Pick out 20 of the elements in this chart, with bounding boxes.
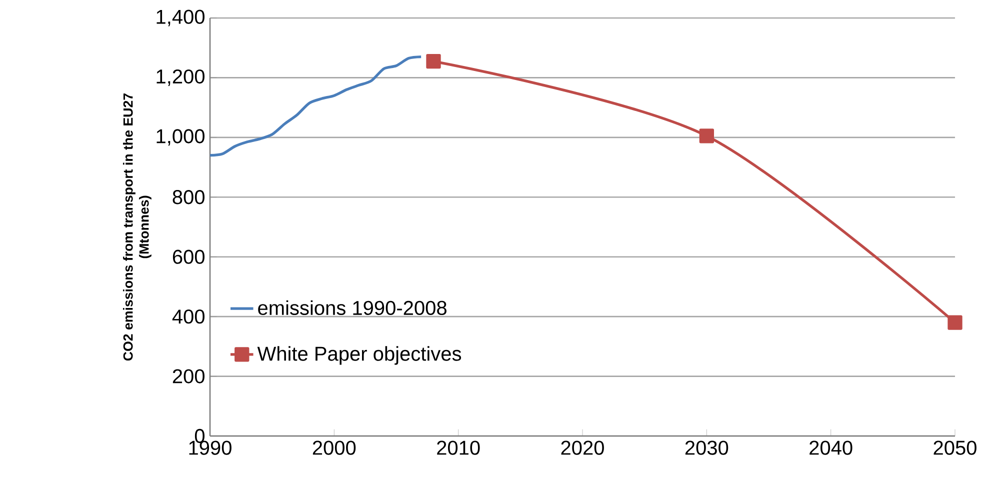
y-axis-title: CO2 emissions from transport in the EU27 (Mtonnes) xyxy=(122,93,152,361)
y-tick-label: 600 xyxy=(172,250,204,264)
y-tick-label: 1,000 xyxy=(156,129,204,146)
line-series xyxy=(210,55,422,157)
y-tick-label: 1,400 xyxy=(156,10,204,26)
y-tick-label: 1,200 xyxy=(156,69,204,86)
y-tick-label: 400 xyxy=(172,309,204,324)
point xyxy=(948,315,962,330)
x-tick-label: 2010 xyxy=(437,440,480,455)
x-tick-label: 2040 xyxy=(810,440,852,455)
y-tick-label: 200 xyxy=(172,369,204,384)
x-tick-label: 2030 xyxy=(685,440,728,455)
x-tick-label: 2000 xyxy=(312,440,356,455)
legend-label: White Paper objectives xyxy=(257,346,462,365)
point xyxy=(426,54,441,69)
point xyxy=(699,128,714,144)
y-tick-label: 800 xyxy=(172,190,204,204)
x-tick-label: 2020 xyxy=(561,440,604,455)
x-tick-label: 2050 xyxy=(934,440,976,455)
legend-label: emissions 1990-2008 xyxy=(258,300,446,316)
